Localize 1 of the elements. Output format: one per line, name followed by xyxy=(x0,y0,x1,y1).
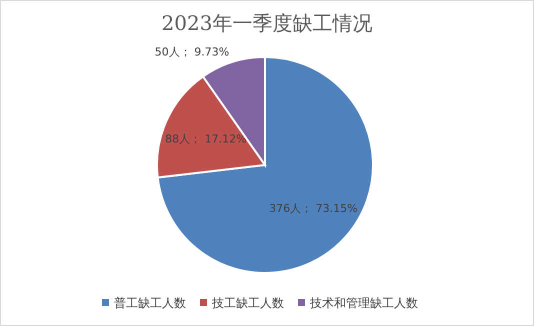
title: 2023年一季度缺工情况 xyxy=(162,11,372,35)
